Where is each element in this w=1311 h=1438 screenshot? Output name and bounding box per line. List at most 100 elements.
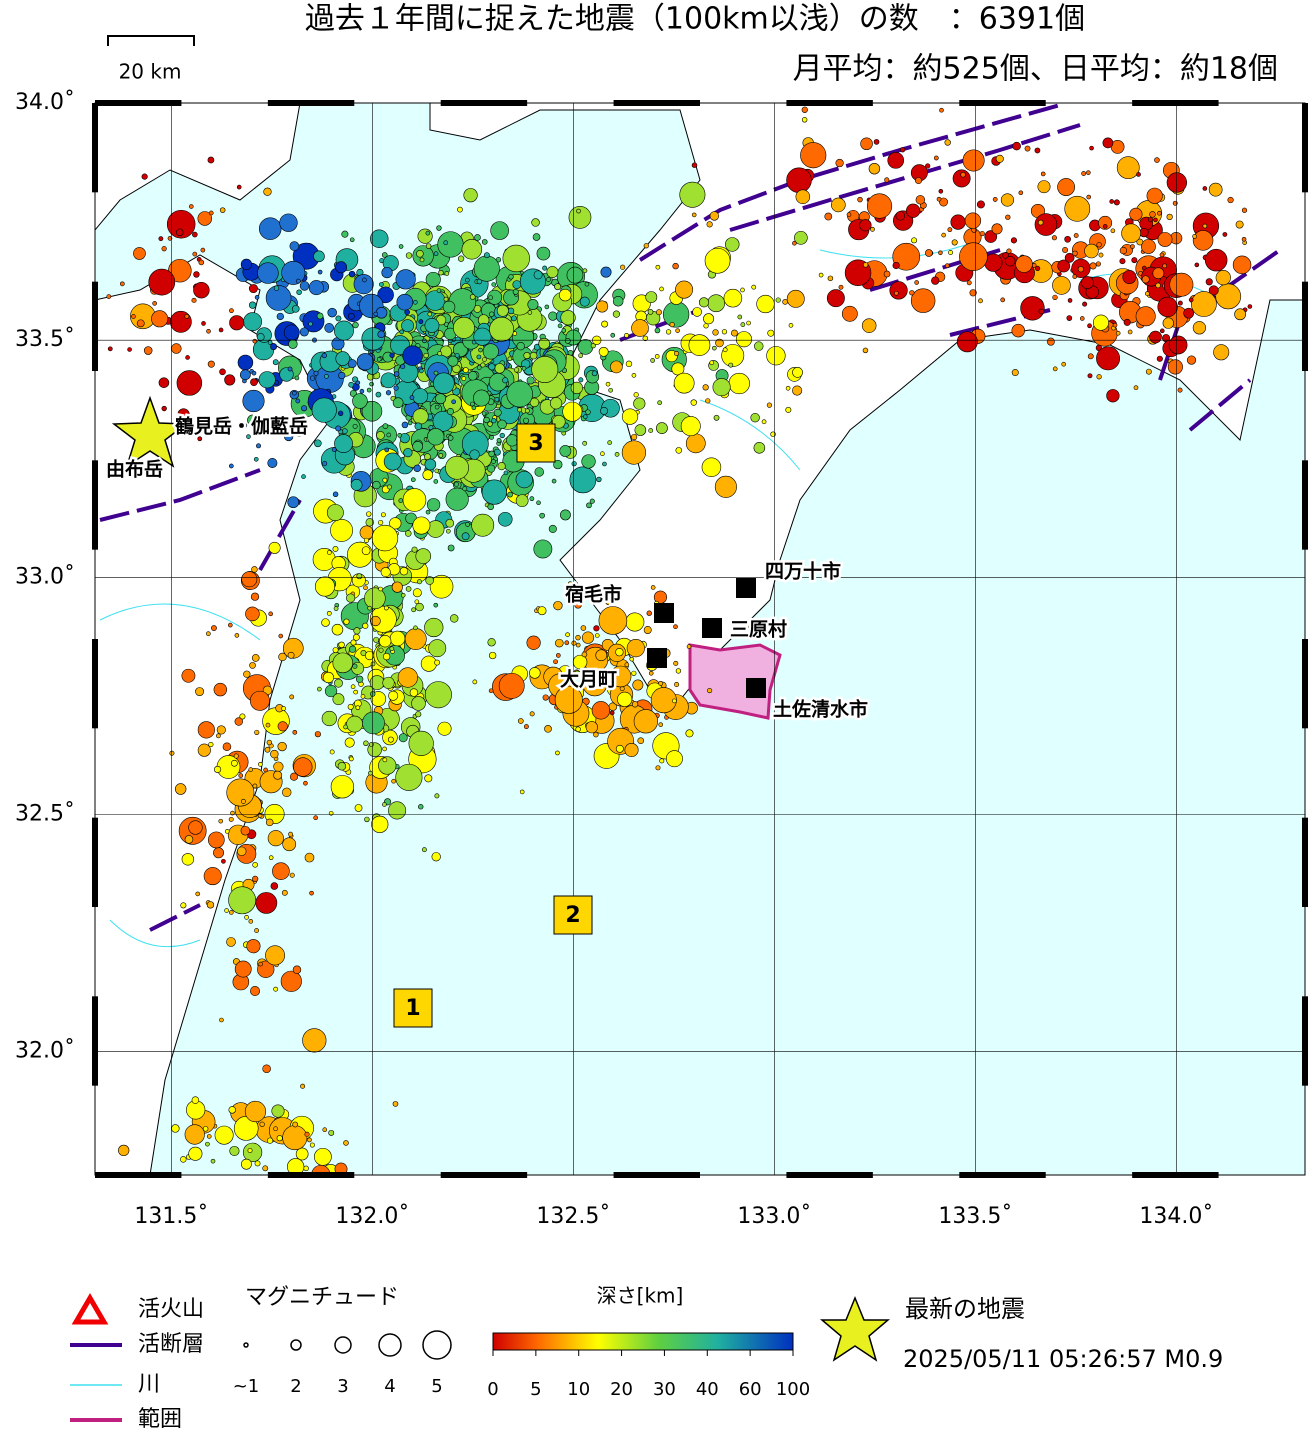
earthquake [118, 1144, 130, 1157]
earthquake [529, 351, 538, 360]
earthquake [705, 398, 711, 404]
earthquake [352, 321, 359, 329]
earthquake [282, 637, 304, 659]
earthquake [333, 606, 339, 611]
earthquake [474, 234, 481, 241]
earthquake [491, 418, 497, 424]
earthquake [728, 362, 734, 368]
earthquake [420, 655, 437, 672]
frame-bar [1302, 817, 1308, 907]
earthquake [546, 266, 559, 278]
earthquake [569, 466, 597, 494]
earthquake [672, 698, 677, 704]
earthquake [978, 298, 983, 304]
earthquake [372, 480, 381, 490]
earthquake [1136, 238, 1144, 246]
earthquake [424, 458, 437, 471]
earthquake [381, 252, 388, 258]
earthquake [442, 300, 456, 314]
latest-star [111, 395, 189, 468]
earthquake [451, 399, 456, 405]
earthquake [1052, 276, 1071, 295]
earthquake [562, 401, 583, 422]
earthquake [356, 353, 374, 371]
earthquake [549, 397, 563, 410]
earthquake [437, 231, 464, 258]
earthquake [675, 328, 680, 333]
earthquake [701, 457, 722, 478]
earthquake [330, 518, 353, 542]
earthquake [770, 431, 776, 437]
legend-label: 活断層 [138, 1332, 204, 1357]
earthquake [1119, 258, 1126, 265]
earthquake [282, 1125, 308, 1151]
earthquake [452, 316, 475, 339]
earthquake [277, 741, 287, 752]
earthquake [368, 770, 373, 776]
earthquake [392, 1101, 399, 1107]
frame-bar [1302, 281, 1308, 371]
earthquake [381, 266, 393, 279]
y-tick-label: 32.0˚ [15, 1039, 75, 1064]
earthquake [352, 376, 359, 383]
earthquake [533, 270, 543, 280]
earthquake [1153, 217, 1158, 223]
earthquake [553, 659, 558, 665]
earthquake [735, 331, 752, 348]
earthquake [324, 374, 329, 379]
earthquake [728, 372, 750, 395]
earthquake [208, 210, 214, 216]
earthquake [184, 835, 194, 844]
earthquake [213, 847, 225, 859]
earthquake [347, 359, 357, 368]
earthquake [243, 670, 251, 678]
earthquake [191, 297, 197, 303]
earthquake [265, 285, 292, 311]
earthquake [347, 703, 354, 710]
frame-bar [786, 1172, 873, 1178]
earthquake [956, 331, 978, 353]
earthquake [454, 353, 460, 358]
earthquake [362, 711, 385, 735]
earthquake [892, 261, 900, 270]
earthquake [431, 852, 441, 862]
earthquake [287, 651, 295, 659]
legend-label: 活火山 [138, 1297, 204, 1322]
earthquake [402, 488, 427, 512]
earthquake [228, 1106, 236, 1114]
earthquake [338, 641, 345, 649]
earthquake [216, 725, 226, 735]
earthquake [507, 491, 513, 498]
earthquake [348, 645, 357, 653]
earthquake [1040, 171, 1046, 177]
earthquake [355, 675, 364, 683]
frame-bar [267, 1172, 355, 1178]
earthquake [1121, 223, 1141, 244]
earthquake [446, 528, 451, 534]
earthquake [756, 294, 775, 314]
earthquake [413, 625, 418, 631]
earthquake [313, 370, 319, 376]
earthquake [602, 461, 607, 467]
earthquake [425, 576, 434, 585]
earthquake [491, 459, 496, 464]
frame-bar [786, 100, 873, 106]
earthquake [195, 891, 201, 897]
earthquake [601, 320, 609, 328]
earthquake [399, 329, 405, 335]
earthquake [657, 400, 662, 406]
earthquake [250, 986, 261, 996]
earthquake [605, 598, 613, 606]
depth-label: 100 [776, 1379, 810, 1400]
earthquake [366, 511, 372, 517]
earthquake [947, 227, 953, 233]
earthquake [400, 592, 406, 598]
earthquake [307, 1137, 312, 1143]
earthquake [246, 939, 261, 954]
earthquake [287, 366, 293, 372]
earthquake [991, 223, 1003, 235]
earthquake [226, 778, 255, 807]
earthquake [860, 137, 873, 151]
earthquake [248, 767, 254, 772]
earthquake [177, 408, 190, 421]
